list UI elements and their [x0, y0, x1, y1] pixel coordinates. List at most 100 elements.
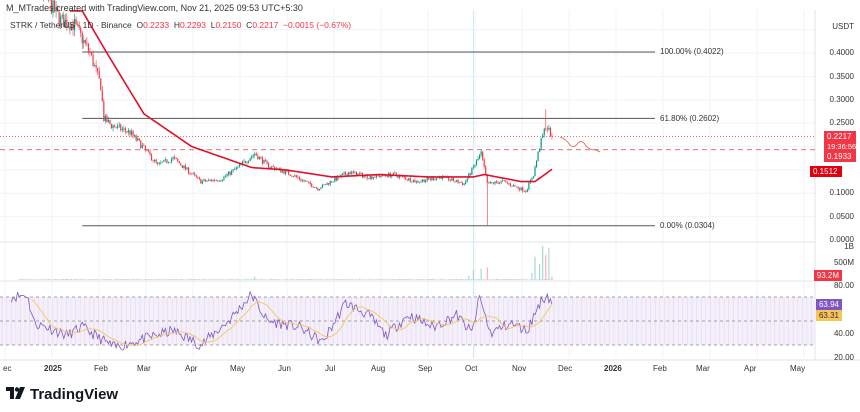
volume-bar	[479, 279, 481, 280]
tradingview-logo[interactable]: TradingView	[6, 386, 118, 403]
candle-body	[357, 173, 359, 176]
candle-body	[312, 186, 314, 188]
countdown-tag: 19:36:56	[824, 141, 856, 152]
time-tick: Oct	[465, 364, 478, 373]
volume-bar	[75, 279, 77, 280]
candle-body	[123, 128, 125, 130]
volume-bar	[525, 279, 527, 280]
candle-body	[378, 175, 381, 177]
candle-body	[483, 159, 485, 167]
candle-body	[178, 161, 180, 164]
volume-bar	[261, 279, 263, 280]
volume-bar	[275, 279, 277, 280]
candle-body	[511, 185, 513, 187]
volume-bar	[249, 279, 251, 280]
volume-bar	[545, 254, 547, 280]
candle-body	[548, 127, 550, 130]
volume-bar	[482, 279, 484, 280]
candle-body	[86, 42, 88, 44]
candle-body	[101, 90, 103, 102]
volume-bar	[502, 279, 504, 280]
candle-body	[512, 185, 515, 187]
volume-bar	[127, 279, 130, 280]
volume-bar	[509, 279, 511, 280]
candle-body	[232, 169, 234, 171]
candle-body	[523, 191, 525, 192]
candle-body	[237, 166, 239, 168]
volume-bar	[397, 279, 399, 280]
candle-body	[392, 172, 394, 175]
volume-bar	[469, 279, 471, 280]
candle-body	[363, 175, 365, 178]
volume-bar	[506, 279, 508, 280]
candle-body	[409, 178, 411, 182]
candle-body	[264, 159, 267, 162]
volume-bar	[474, 279, 476, 280]
volume-bar	[531, 272, 533, 280]
candle-body	[50, 0, 53, 14]
volume-bar	[411, 279, 413, 280]
volume-bar	[462, 279, 464, 280]
candle-body	[150, 154, 153, 161]
volume-bar	[443, 279, 445, 280]
candle-body	[345, 172, 347, 175]
volume-bar	[198, 279, 200, 280]
volume-bar	[237, 279, 239, 280]
candle-body	[84, 39, 86, 43]
volume-bar	[24, 279, 26, 280]
candle-body	[58, 11, 60, 25]
volume-bar	[177, 279, 179, 280]
volume-bar	[152, 279, 154, 280]
volume-bar	[203, 279, 205, 280]
candle-body	[539, 148, 541, 152]
candle-body	[249, 158, 251, 161]
volume-bar	[431, 279, 433, 280]
candle-body	[472, 166, 475, 168]
candle-body	[163, 159, 165, 162]
volume-bar	[472, 269, 474, 280]
volume-bar	[408, 279, 410, 280]
candle-body	[546, 128, 548, 130]
candle-body	[520, 187, 522, 191]
volume-bar	[146, 279, 148, 280]
candle-body	[83, 39, 85, 44]
volume-bar	[388, 279, 390, 280]
candle-body	[55, 7, 57, 12]
low-value: 0.2150	[215, 20, 242, 30]
candle-body	[198, 177, 200, 179]
volume-bar	[414, 279, 416, 280]
candle-body	[537, 151, 539, 161]
volume-bar	[385, 279, 387, 280]
volume-bar	[26, 279, 28, 280]
candle-body	[452, 178, 454, 182]
candle-body	[440, 176, 442, 179]
volume-bar	[512, 279, 515, 280]
candle-body	[204, 179, 207, 182]
candle-body	[98, 71, 100, 79]
volume-bar	[371, 279, 373, 280]
candle-body	[141, 145, 143, 149]
candle-body	[215, 180, 217, 181]
candle-body	[515, 186, 518, 188]
time-tick: Feb	[94, 364, 108, 373]
candle-body	[227, 171, 230, 175]
volume-bar	[294, 279, 296, 280]
volume-bar	[289, 279, 291, 280]
volume-bar	[486, 267, 488, 280]
volume-bar	[315, 279, 317, 280]
candle-body	[164, 159, 167, 160]
candle-body	[100, 78, 102, 91]
candle-body	[466, 178, 468, 182]
volume-bar	[37, 279, 39, 280]
candle-body	[73, 19, 76, 31]
candle-body	[103, 101, 105, 121]
volume-bar	[355, 279, 357, 280]
candle-body	[429, 178, 431, 180]
volume-bar	[286, 279, 288, 280]
candle-body	[143, 145, 145, 146]
volume-bar	[49, 279, 51, 280]
candle-body	[332, 181, 334, 183]
symbol-label[interactable]: STRK / TetherUS · 1D · Binance	[10, 20, 132, 30]
candle-body	[294, 175, 296, 177]
